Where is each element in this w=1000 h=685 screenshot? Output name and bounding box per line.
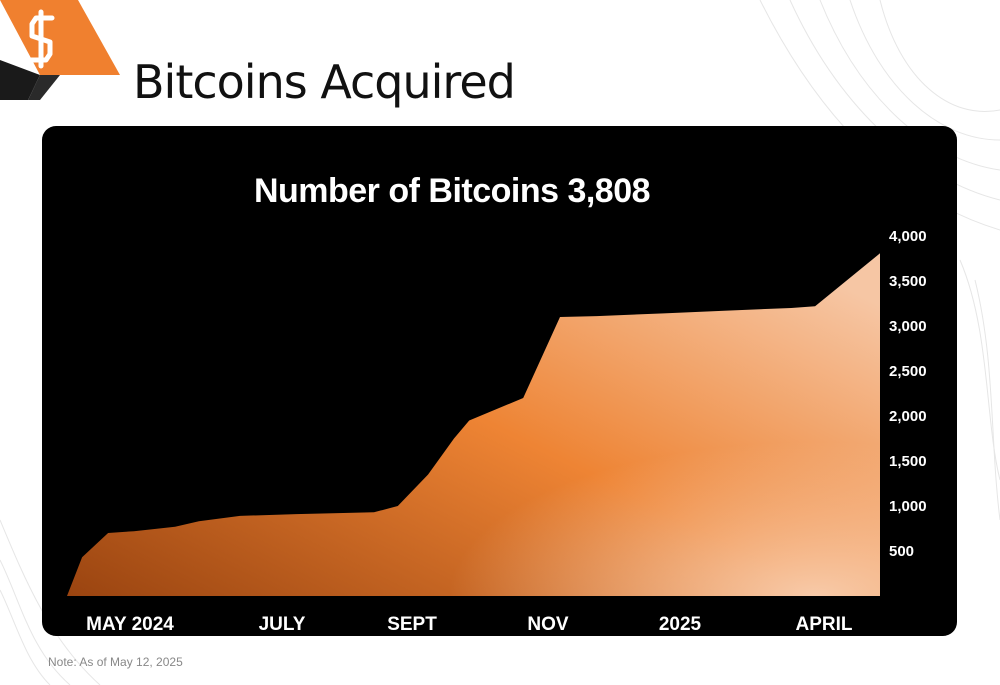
y-tick-label: 4,000 bbox=[889, 228, 927, 245]
x-tick-label: MAY 2024 bbox=[86, 614, 174, 635]
chart-title: Number of Bitcoins 3,808 bbox=[253, 172, 651, 210]
x-tick-label: APRIL bbox=[796, 614, 853, 635]
chart-panel: Number of Bitcoins 3,808 500 1,000 1,500 2,… bbox=[42, 126, 957, 636]
area-chart: 500 1,000 1,500 2,000 2,500 3,000 3,500 4,000 M… bbox=[67, 228, 927, 635]
x-tick-label: JULY bbox=[259, 614, 306, 635]
y-tick-label: 500 bbox=[889, 543, 914, 560]
y-tick-label: 1,000 bbox=[889, 498, 927, 515]
page-title: Bitcoins Acquired bbox=[133, 55, 516, 109]
y-tick-label: 2,000 bbox=[889, 408, 927, 425]
x-tick-label: 2025 bbox=[659, 614, 702, 635]
series-area-highlight bbox=[67, 253, 880, 597]
y-tick-label: 3,000 bbox=[889, 318, 927, 335]
y-tick-label: 2,500 bbox=[889, 363, 927, 380]
x-tick-label: SEPT bbox=[387, 614, 437, 635]
footnote: Note: As of May 12, 2025 bbox=[48, 655, 183, 669]
y-tick-label: 1,500 bbox=[889, 453, 927, 470]
s-logo-icon bbox=[0, 0, 120, 100]
y-tick-label: 3,500 bbox=[889, 273, 927, 290]
x-tick-label: NOV bbox=[527, 614, 569, 635]
